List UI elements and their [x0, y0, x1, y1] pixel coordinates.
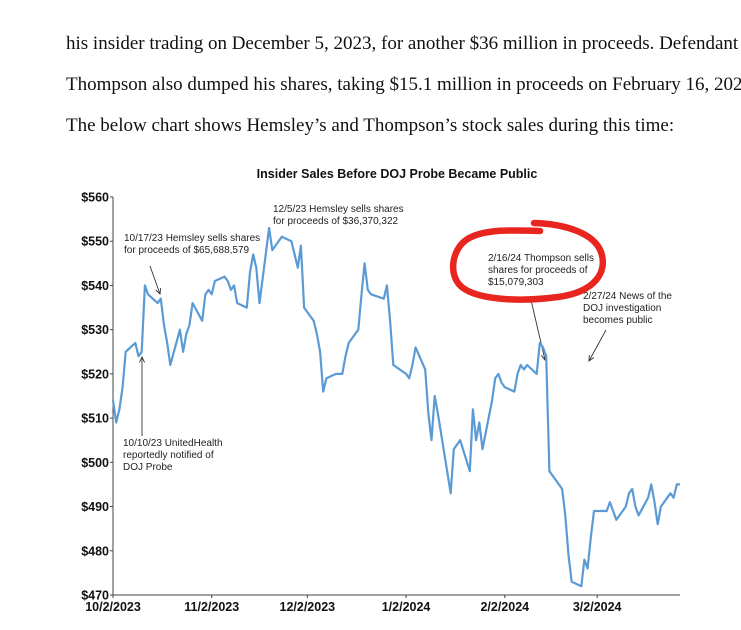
annotation-line: DOJ Probe	[123, 462, 173, 473]
annotation-leader	[530, 299, 546, 361]
annotation-arrowhead	[155, 287, 162, 295]
annotation-line: shares for proceeds of	[488, 265, 588, 276]
body-line-1: his insider trading on December 5, 2023,…	[66, 33, 739, 54]
annotation-line: reportedly notified of	[123, 450, 214, 461]
y-tick-label: $500	[81, 456, 109, 470]
annotation-arrowhead	[138, 355, 146, 363]
y-tick-label: $480	[81, 544, 109, 558]
body-line-2: Thompson also dumped his shares, taking …	[66, 74, 741, 95]
x-tick-label: 12/2/2023	[280, 600, 336, 614]
annotation-line: 12/5/23 Hemsley sells shares	[273, 204, 404, 215]
annotation-line: for proceeds of $65,688,579	[124, 245, 250, 256]
y-tick-label: $530	[81, 323, 109, 337]
y-tick-label: $470	[81, 589, 109, 603]
annotation-a4: 2/16/24 Thompson sells shares for proceed…	[488, 253, 594, 288]
annotation-line: 10/17/23 Hemsley sells shares	[124, 233, 260, 244]
annotation-leaders	[138, 265, 607, 436]
annotation-line: becomes public	[583, 315, 652, 326]
y-tick-label: $490	[81, 500, 109, 514]
annotation-a5: 2/27/24 News of the DOJ investigation beco…	[583, 291, 672, 326]
annotation-line: 2/16/24 Thompson sells	[488, 253, 594, 264]
y-axis: $470 $480 $490 $500 $510 $520 $530 $540 $550 $560	[81, 191, 114, 603]
x-axis: 10/2/2023 11/2/2023 12/2/2023 1/2/2024 2/2/2…	[85, 594, 680, 614]
y-tick-label: $540	[81, 279, 109, 293]
annotation-a2: 10/17/23 Hemsley sells shares for proceed…	[124, 233, 260, 256]
annotation-arrowhead	[588, 354, 595, 362]
y-tick-label: $550	[81, 235, 109, 249]
annotation-line: for proceeds of $36,370,322	[273, 216, 399, 227]
stock-price-chart: Insider Sales Before DOJ Probe Became Pu…	[81, 167, 680, 614]
highlight-circle	[450, 219, 607, 303]
y-tick-label: $520	[81, 367, 109, 381]
x-tick-label: 1/2/2024	[382, 600, 431, 614]
y-tick-label: $510	[81, 412, 109, 426]
body-line-3: The below chart shows Hemsley’s and Thom…	[66, 115, 675, 136]
x-tick-label: 3/2/2024	[573, 600, 622, 614]
x-tick-label: 10/2/2023	[85, 600, 141, 614]
x-tick-label: 2/2/2024	[480, 600, 529, 614]
annotation-leader	[149, 265, 161, 295]
price-series-line	[111, 226, 680, 588]
annotation-a1: 10/10/23 UnitedHealth reportedly notified…	[123, 438, 223, 473]
x-tick-label: 11/2/2023	[184, 600, 239, 614]
annotation-leader	[588, 329, 607, 362]
annotation-a3: 12/5/23 Hemsley sells shares for proceeds…	[273, 204, 404, 227]
annotation-line: 10/10/23 UnitedHealth	[123, 438, 223, 449]
annotation-line: $15,079,303	[488, 277, 544, 288]
annotations: 10/10/23 UnitedHealth reportedly notified…	[123, 204, 672, 473]
annotation-line: 2/27/24 News of the	[583, 291, 672, 302]
chart-title: Insider Sales Before DOJ Probe Became Pu…	[257, 167, 538, 181]
annotation-line: DOJ investigation	[583, 303, 661, 314]
y-tick-label: $560	[81, 191, 109, 205]
